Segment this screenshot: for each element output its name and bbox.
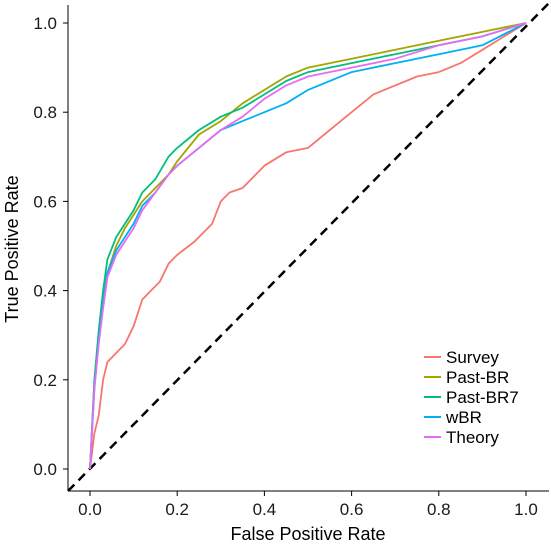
- series-line-past-br7: [89, 22, 527, 470]
- legend-label: Past-BR: [446, 368, 509, 387]
- x-axis-title: False Positive Rate: [230, 524, 385, 544]
- y-axis-ticks: 0.0 0.2 0.4 0.6 0.8 1.0: [33, 14, 68, 479]
- reference-diagonal-line: [67, 2, 550, 492]
- x-axis-ticks: 0.0 0.2 0.4 0.6 0.8 1.0: [78, 491, 538, 519]
- y-tick-label: 0.6: [33, 192, 57, 211]
- legend-label: Theory: [446, 428, 499, 447]
- axes: [67, 5, 549, 492]
- x-tick-label: 0.2: [165, 500, 189, 519]
- x-tick-label: 0.4: [253, 500, 277, 519]
- legend-label: Survey: [446, 348, 499, 367]
- x-tick-label: 0.8: [427, 500, 451, 519]
- y-tick-label: 0.8: [33, 103, 57, 122]
- x-tick-label: 0.0: [78, 500, 102, 519]
- plot-area: [67, 2, 550, 492]
- legend-label: Past-BR7: [446, 388, 519, 407]
- series-line-theory: [89, 22, 527, 470]
- x-tick-label: 0.6: [340, 500, 364, 519]
- y-tick-label: 0.2: [33, 371, 57, 390]
- series-line-survey: [89, 22, 527, 470]
- y-tick-label: 0.0: [33, 460, 57, 479]
- y-axis-title: True Positive Rate: [2, 175, 22, 322]
- legend-label: wBR: [445, 408, 482, 427]
- y-tick-label: 1.0: [33, 14, 57, 33]
- x-tick-label: 1.0: [514, 500, 538, 519]
- y-tick-label: 0.4: [33, 282, 57, 301]
